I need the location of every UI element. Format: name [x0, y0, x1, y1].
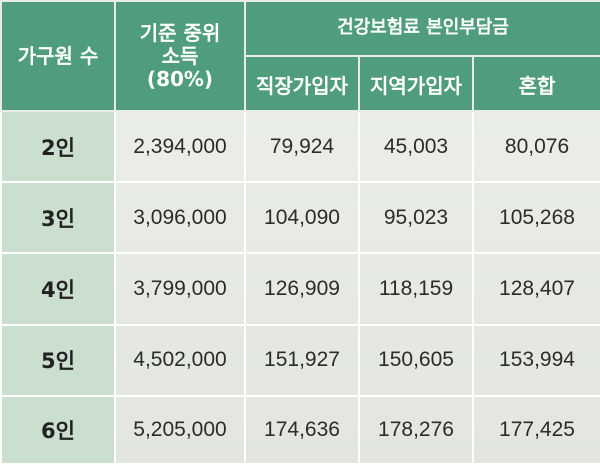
table-row: 3인 3,096,000 104,090 95,023 105,268: [0, 181, 600, 255]
cell-household: 6인: [0, 394, 116, 465]
cell-regional: 178,276: [358, 394, 474, 465]
table-row: 4인 3,799,000 126,909 118,159 128,407: [0, 252, 600, 326]
cell-mixed: 153,994: [471, 323, 600, 397]
cell-regional: 150,605: [358, 323, 474, 397]
table-row: 2인 2,394,000 79,924 45,003 80,076: [0, 109, 600, 184]
header-median-income-line1: 기준 중위: [139, 20, 221, 45]
cell-income: 3,096,000: [114, 181, 246, 255]
cell-household: 3인: [0, 181, 116, 255]
cell-income: 4,502,000: [114, 323, 246, 397]
cell-household: 2인: [0, 109, 116, 184]
cell-regional: 95,023: [358, 181, 474, 255]
cell-regional: 45,003: [358, 109, 474, 184]
cell-mixed: 80,076: [471, 109, 600, 184]
cell-regional: 118,159: [358, 252, 474, 326]
header-employee: 직장가입자: [244, 55, 360, 112]
cell-mixed: 128,407: [471, 252, 600, 326]
header-median-income: 기준 중위 소득 (80%): [114, 0, 246, 112]
cell-mixed: 105,268: [471, 181, 600, 255]
header-premium-group: 건강보험료 본인부담금: [243, 0, 600, 57]
table-row: 6인 5,205,000 174,636 178,276 177,425: [0, 394, 600, 465]
cell-employee: 79,924: [244, 109, 360, 184]
cell-employee: 174,636: [244, 394, 360, 465]
cell-household: 4인: [0, 252, 116, 326]
cell-employee: 104,090: [244, 181, 360, 255]
cell-income: 2,394,000: [114, 109, 246, 184]
cell-employee: 151,927: [244, 323, 360, 397]
header-household-size: 가구원 수: [0, 0, 116, 112]
cell-income: 5,205,000: [114, 394, 246, 465]
cell-employee: 126,909: [244, 252, 360, 326]
header-mixed: 혼합: [471, 55, 600, 112]
cell-income: 3,799,000: [114, 252, 246, 326]
header-median-income-line2: 소득: [161, 43, 199, 68]
header-regional: 지역가입자: [358, 55, 474, 112]
header-median-income-line3: (80%): [146, 66, 214, 91]
cell-household: 5인: [0, 323, 116, 397]
table-row: 5인 4,502,000 151,927 150,605 153,994: [0, 323, 600, 397]
cell-mixed: 177,425: [471, 394, 600, 465]
